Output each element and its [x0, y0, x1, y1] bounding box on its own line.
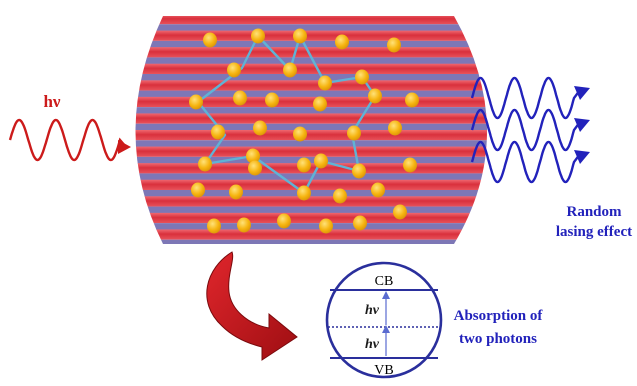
- photon-energy-label-lower: hν: [365, 337, 380, 352]
- conduction-band-label: CB: [375, 274, 394, 289]
- stripe-red: [135, 113, 487, 124]
- stripe-red: [135, 30, 487, 41]
- stripe-blue: [135, 156, 487, 164]
- gain-particle: [347, 125, 361, 141]
- gain-particle: [277, 213, 291, 229]
- gain-particle: [318, 75, 332, 91]
- gain-particle: [253, 120, 267, 136]
- stripe-blue: [135, 223, 487, 230]
- gain-particles: [189, 28, 419, 234]
- gain-particle: [314, 153, 328, 169]
- photon-energy-label-upper: hν: [365, 303, 380, 318]
- stripe-red: [135, 212, 487, 224]
- gain-particle: [393, 204, 407, 220]
- incident-wave: [8, 118, 131, 162]
- stripe-blue: [135, 57, 487, 65]
- emitted-wave-arrowhead: [574, 118, 590, 132]
- gain-particle: [388, 120, 402, 136]
- gain-particle: [297, 185, 311, 201]
- gain-particle: [229, 184, 243, 200]
- stripe-blue: [135, 40, 487, 48]
- emitted-wave: [470, 76, 581, 120]
- gain-particle: [248, 160, 262, 176]
- emitted-wave-arrowhead: [574, 150, 590, 164]
- gain-particle: [237, 217, 251, 233]
- gain-particle: [335, 34, 349, 50]
- emitted-wave: [470, 140, 581, 184]
- stripe-red: [135, 196, 487, 207]
- stripe-red: [135, 96, 487, 108]
- stripe-blue: [135, 90, 487, 98]
- gain-particle: [246, 148, 260, 164]
- stripe-blue: [135, 239, 487, 244]
- curved-connector-arrow: [206, 251, 298, 361]
- gain-particle: [387, 37, 401, 53]
- gain-particle: [227, 62, 241, 78]
- gain-particle: [297, 157, 311, 173]
- excitation-arrowhead-lower: [382, 325, 390, 333]
- medium-stripes: [135, 16, 487, 244]
- stripe-red: [135, 179, 487, 190]
- emitted-wave-arrowhead: [574, 86, 590, 100]
- gain-particle: [368, 88, 382, 104]
- gain-particle: [319, 218, 333, 234]
- gain-particle: [353, 215, 367, 231]
- random-lasing-label-line1: Random: [566, 204, 622, 220]
- stripe-blue: [135, 206, 487, 214]
- gain-particle: [283, 62, 297, 78]
- band-diagram-circle: [325, 261, 443, 379]
- band-diagram: CB VB hν hν: [325, 261, 443, 379]
- gain-particle: [293, 126, 307, 142]
- stripe-blue: [135, 73, 487, 81]
- stripe-red: [135, 63, 487, 74]
- gain-particle: [203, 32, 217, 48]
- gain-particle: [207, 218, 221, 234]
- stripe-red: [135, 80, 487, 91]
- gain-particle: [233, 90, 247, 106]
- gain-particle: [371, 182, 385, 198]
- valence-band-label: VB: [374, 363, 393, 378]
- stripe-red: [135, 229, 487, 240]
- incident-photon-label: hν: [43, 92, 60, 111]
- gain-particle: [211, 124, 225, 140]
- stripe-blue: [135, 189, 487, 197]
- gain-particle: [403, 157, 417, 173]
- stripe-red: [135, 146, 487, 157]
- gain-particle: [313, 96, 327, 112]
- gain-particle: [293, 28, 307, 44]
- gain-particle: [355, 69, 369, 85]
- absorption-caption-line2: two photons: [459, 331, 537, 347]
- emitted-wave: [470, 108, 581, 152]
- stripe-red: [135, 130, 487, 141]
- gain-particle: [405, 92, 419, 108]
- scattering-medium: [135, 16, 487, 244]
- random-lasing-label-line2: lasing effect: [556, 224, 632, 240]
- emitted-waves: [470, 76, 590, 184]
- gain-particle: [198, 156, 212, 172]
- stripe-red: [135, 47, 487, 58]
- gain-particle: [333, 188, 347, 204]
- gain-particle: [191, 182, 205, 198]
- excitation-arrowhead-upper: [382, 291, 390, 299]
- random-scattering-path: [196, 34, 377, 195]
- gain-particle: [265, 92, 279, 108]
- gain-particle: [352, 163, 366, 179]
- stripe-blue: [135, 123, 487, 131]
- gain-particle: [251, 28, 265, 44]
- stripe-blue: [135, 24, 487, 32]
- stripe-red: [135, 163, 487, 174]
- stripe-blue: [135, 140, 487, 148]
- gain-particle: [189, 94, 203, 110]
- stripe-red: [135, 16, 487, 25]
- absorption-caption-line1: Absorption of: [454, 308, 544, 324]
- stripe-blue: [135, 107, 487, 114]
